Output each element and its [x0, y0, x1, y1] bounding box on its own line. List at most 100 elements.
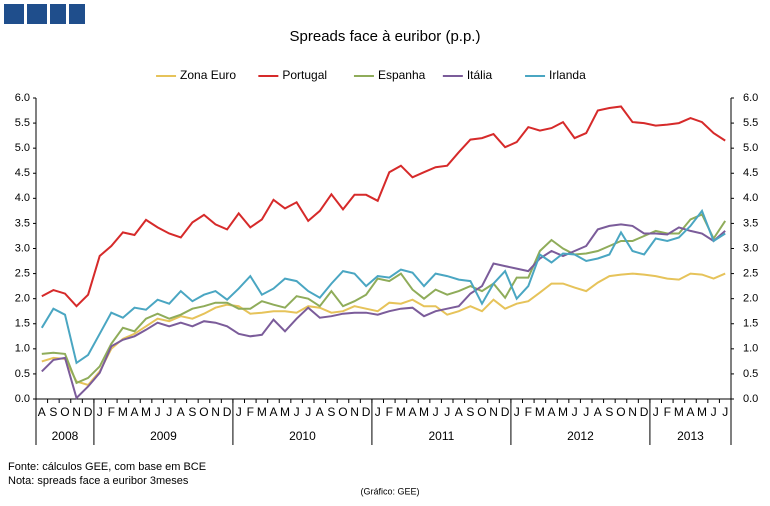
year-label: 2008: [52, 429, 79, 443]
x-tick-label: D: [84, 405, 93, 419]
logo-block: [50, 4, 66, 24]
x-tick-label: O: [616, 405, 625, 419]
x-tick-label: O: [60, 405, 69, 419]
x-tick-label: J: [572, 405, 578, 419]
x-tick-label: J: [155, 405, 161, 419]
x-tick-label: A: [130, 405, 138, 419]
logo-block: [69, 4, 85, 24]
x-tick-label: A: [177, 405, 185, 419]
y-tick-label: 6.0: [15, 92, 30, 104]
y-tick-label: 1.0: [15, 343, 30, 355]
series-line: [41, 213, 727, 385]
x-tick-label: J: [236, 405, 242, 419]
y2-tick-label: 5.0: [743, 142, 758, 154]
x-tick-label: M: [257, 405, 267, 419]
x-tick-label: M: [396, 405, 406, 419]
year-label: 2009: [150, 429, 177, 443]
legend-label: Itália: [467, 68, 493, 82]
year-label: 2013: [677, 429, 704, 443]
y-tick-label: 0.5: [15, 368, 30, 380]
note: Fonte: cálculos GEE, com base em BCE: [8, 461, 206, 473]
x-tick-label: N: [489, 405, 498, 419]
y-tick-label: 0.0: [15, 393, 30, 405]
x-tick-label: J: [444, 405, 450, 419]
x-tick-label: J: [166, 405, 172, 419]
logo: [4, 4, 85, 24]
y2-tick-label: 3.0: [743, 242, 758, 254]
y2-tick-label: 5.5: [743, 117, 758, 129]
y-tick-label: 2.0: [15, 293, 30, 305]
y2-tick-label: 2.0: [743, 293, 758, 305]
series-line: [41, 272, 726, 387]
x-tick-label: D: [640, 405, 649, 419]
x-tick-label: J: [305, 405, 311, 419]
legend-label: Irlanda: [549, 68, 586, 82]
x-tick-label: J: [514, 405, 520, 419]
y2-tick-label: 4.0: [743, 192, 758, 204]
x-tick-label: O: [199, 405, 208, 419]
x-tick-label: N: [628, 405, 637, 419]
credit: (Gráfico: GEE): [360, 486, 419, 496]
legend-label: Portugal: [282, 68, 327, 82]
y-tick-label: 2.5: [15, 267, 30, 279]
year-label: 2010: [289, 429, 316, 443]
x-tick-label: A: [269, 405, 277, 419]
x-tick-label: F: [525, 405, 532, 419]
year-label: 2012: [567, 429, 594, 443]
y2-tick-label: 1.0: [743, 343, 758, 355]
x-tick-label: F: [247, 405, 254, 419]
y-tick-label: 3.0: [15, 242, 30, 254]
x-tick-label: D: [501, 405, 510, 419]
x-tick-label: J: [711, 405, 717, 419]
x-tick-label: J: [583, 405, 589, 419]
series-line: [41, 105, 726, 308]
x-tick-label: A: [316, 405, 324, 419]
y-tick-label: 5.5: [15, 117, 30, 129]
x-tick-label: M: [141, 405, 151, 419]
y-tick-label: 4.5: [15, 167, 30, 179]
x-tick-label: S: [188, 405, 196, 419]
x-tick-label: M: [697, 405, 707, 419]
x-tick-label: S: [327, 405, 335, 419]
x-tick-label: D: [362, 405, 371, 419]
x-tick-label: A: [408, 405, 416, 419]
x-tick-label: M: [558, 405, 568, 419]
y2-tick-label: 0.0: [743, 393, 758, 405]
y2-tick-label: 3.5: [743, 217, 758, 229]
x-tick-label: J: [433, 405, 439, 419]
note: Nota: spreads face a euribor 3meses: [8, 475, 189, 487]
x-tick-label: J: [375, 405, 381, 419]
year-label: 2011: [429, 429, 455, 443]
x-tick-label: N: [211, 405, 220, 419]
y2-tick-label: 2.5: [743, 267, 758, 279]
x-tick-label: A: [594, 405, 602, 419]
y-tick-label: 5.0: [15, 142, 30, 154]
chart-title: Spreads face à euribor (p.p.): [290, 28, 481, 45]
y-tick-label: 3.5: [15, 217, 30, 229]
x-tick-label: A: [38, 405, 46, 419]
x-tick-label: F: [664, 405, 671, 419]
y2-tick-label: 0.5: [743, 368, 758, 380]
x-tick-label: M: [419, 405, 429, 419]
y2-tick-label: 6.0: [743, 92, 758, 104]
x-tick-label: N: [350, 405, 359, 419]
x-tick-label: J: [653, 405, 659, 419]
x-tick-label: F: [386, 405, 393, 419]
logo-block: [27, 4, 47, 24]
x-tick-label: S: [605, 405, 613, 419]
x-tick-label: M: [118, 405, 128, 419]
x-tick-label: M: [280, 405, 290, 419]
x-tick-label: S: [49, 405, 57, 419]
legend-label: Zona Euro: [180, 68, 236, 82]
x-tick-label: J: [294, 405, 300, 419]
x-tick-label: A: [547, 405, 555, 419]
y2-tick-label: 1.5: [743, 318, 758, 330]
x-tick-label: A: [455, 405, 463, 419]
series-line: [41, 223, 726, 400]
x-tick-label: F: [108, 405, 115, 419]
y-tick-label: 4.0: [15, 192, 30, 204]
y-tick-label: 1.5: [15, 318, 30, 330]
legend-label: Espanha: [378, 68, 426, 82]
x-tick-label: M: [535, 405, 545, 419]
